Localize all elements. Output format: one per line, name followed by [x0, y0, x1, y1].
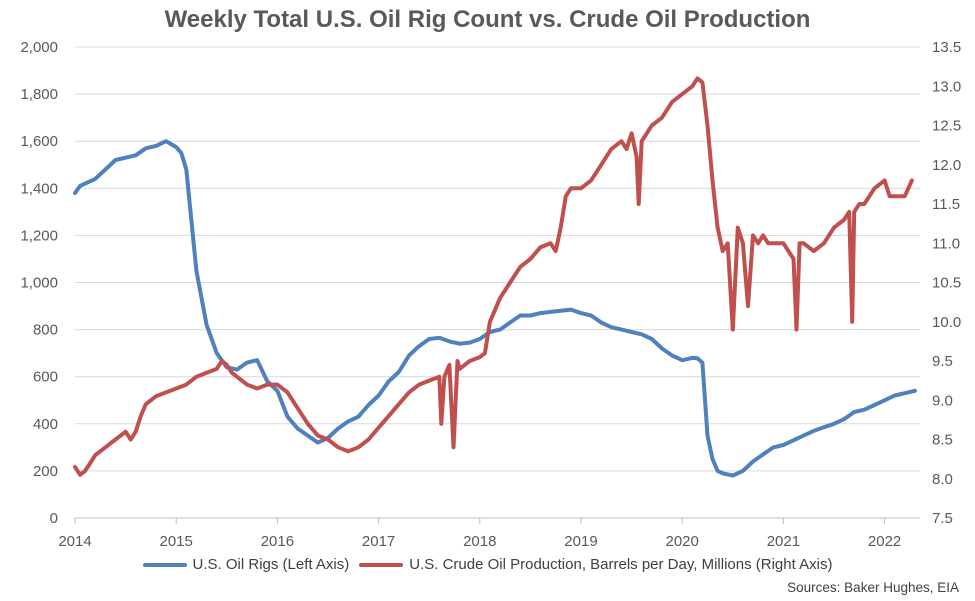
y-right-tick-label: 12.5 [932, 118, 961, 135]
x-tick-label: 2019 [564, 533, 597, 550]
x-tick-label: 2015 [160, 533, 193, 550]
gridlines [75, 46, 920, 519]
y-left-tick-label: 800 [33, 322, 58, 339]
y-left-tick-label: 1,200 [20, 227, 58, 244]
x-tick-label: 2017 [362, 533, 395, 550]
chart-title: Weekly Total U.S. Oil Rig Count vs. Crud… [164, 6, 811, 33]
y-left-tick-label: 200 [33, 463, 58, 480]
legend-item-rigs: U.S. Oil Rigs (Left Axis) [142, 556, 350, 573]
axes: 0 200 400 600 800 1,000 1,200 1,400 1,600 1,800 2,… [20, 39, 961, 550]
legend-swatch-production [359, 562, 404, 567]
y-left-tick-label: 1,600 [20, 133, 58, 150]
x-tick-label: 2016 [261, 533, 294, 550]
y-left-tick-label: 1,800 [20, 86, 58, 103]
x-tick-label: 2020 [665, 533, 698, 550]
y-left-tick-label: 400 [33, 416, 58, 433]
y-left-tick-label: 1,000 [20, 275, 58, 292]
y-right-tick-label: 11.0 [932, 235, 960, 252]
y-right-tick-label: 9.0 [932, 392, 953, 409]
x-tick-label: 2018 [463, 533, 496, 550]
y-right-tick-label: 11.5 [932, 196, 960, 213]
legend: U.S. Oil Rigs (Left Axis) U.S. Crude Oil… [0, 556, 975, 573]
y-right-tick-label: 13.5 [932, 39, 961, 56]
y-right-tick-label: 8.5 [932, 432, 953, 449]
y-left-tick-label: 0 [50, 510, 58, 527]
series-line-production [73, 76, 914, 477]
y-right-tick-label: 12.0 [932, 157, 961, 174]
x-tick-label: 2022 [868, 533, 901, 550]
legend-item-production: U.S. Crude Oil Production, Barrels per D… [359, 556, 832, 573]
y-left-tick-label: 600 [33, 369, 58, 386]
series-lines [73, 76, 917, 478]
y-left-tick-label: 1,400 [20, 180, 58, 197]
series-line-rigs [73, 139, 917, 478]
legend-label-rigs: U.S. Oil Rigs (Left Axis) [192, 556, 350, 573]
y-right-tick-label: 9.5 [932, 353, 953, 370]
source-note: Sources: Baker Hughes, EIA [787, 580, 959, 595]
y-right-tick-label: 10.0 [932, 314, 961, 331]
y-right-tick-label: 8.0 [932, 471, 953, 488]
x-tick-label: 2014 [58, 533, 91, 550]
y-right-tick-label: 7.5 [932, 510, 953, 527]
legend-label-production: U.S. Crude Oil Production, Barrels per D… [409, 556, 833, 573]
y-right-tick-label: 13.0 [932, 78, 961, 95]
y-left-tick-label: 2,000 [20, 39, 58, 56]
x-tick-label: 2021 [767, 533, 800, 550]
legend-swatch-rigs [142, 562, 187, 567]
y-right-tick-label: 10.5 [932, 275, 961, 292]
